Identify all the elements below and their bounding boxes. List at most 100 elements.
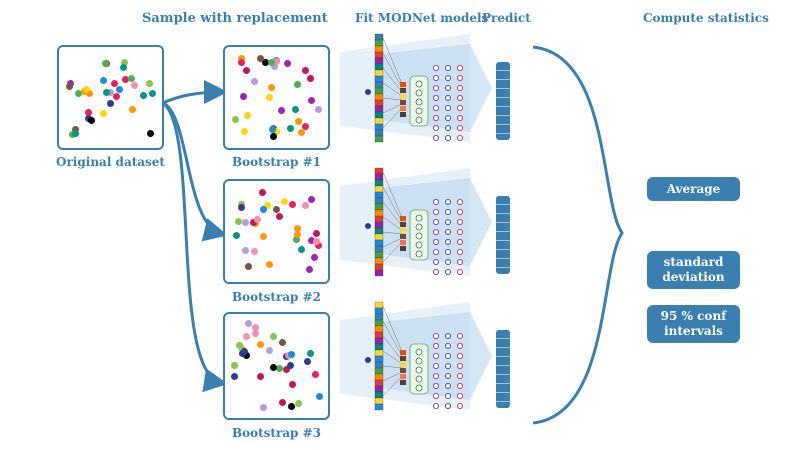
bootstrap-2-point: [233, 231, 241, 239]
bootstrap-1-point: [301, 66, 309, 74]
bootstrap-2-point: [298, 245, 306, 253]
bootstrap-arrows: [161, 80, 228, 393]
original-dataset-point: [112, 93, 120, 101]
prediction-column-2: [496, 196, 510, 274]
bootstrap-2-point: [266, 261, 274, 269]
bootstrap-2-point: [235, 217, 243, 225]
stat-ci-line1: 95 % conf: [660, 309, 727, 323]
bootstrap-1-point: [315, 105, 323, 113]
bootstrap-1-point: [294, 117, 302, 125]
bootstrap-2-point: [260, 206, 268, 214]
bootstrap-1-point: [269, 133, 277, 141]
bootstrap-3-point: [295, 399, 303, 407]
stat-stdev-line1: standard: [663, 255, 724, 269]
bootstrap-1-point: [308, 96, 315, 104]
bootstrap-1-point: [240, 92, 248, 100]
bootstrap-2-point: [288, 200, 296, 208]
bootstrap-3-point: [276, 365, 284, 373]
original-dataset-point: [87, 116, 95, 124]
bootstrap-3-point: [283, 366, 291, 374]
original-dataset-point: [71, 129, 79, 137]
original-dataset-point: [107, 89, 115, 97]
bootstrap-2-point: [250, 248, 258, 256]
bootstrap-2-point: [244, 263, 252, 271]
bootstrap-2-point: [312, 237, 320, 245]
stat-average: Average: [647, 177, 740, 201]
bootstrap-2-point: [312, 229, 320, 237]
original-dataset-point: [83, 85, 91, 93]
bootstrap-2-point: [308, 236, 316, 244]
prediction-column-3: [496, 330, 510, 408]
header-compute: Compute statistics: [643, 11, 769, 25]
bootstrap-1-point: [250, 77, 258, 85]
bootstrap-3-point: [240, 348, 248, 356]
bootstrap-1-point: [242, 66, 250, 74]
bootstrap-2-point: [294, 224, 302, 232]
bootstrap-1-point: [270, 63, 278, 71]
bootstrap-3-point: [311, 371, 319, 379]
header-fit: Fit MODNet models: [355, 11, 489, 25]
curly-brace: [532, 45, 624, 425]
label-bootstrap-1: Bootstrap #1: [231, 155, 322, 169]
original-dataset-point: [128, 106, 136, 114]
bootstrap-1-point: [261, 59, 269, 67]
bootstrap-3-point: [279, 338, 287, 346]
bootstrap-2-point: [259, 189, 267, 197]
bootstrap-2-point: [238, 200, 246, 208]
original-dataset-point: [106, 99, 114, 107]
original-dataset-point: [99, 76, 107, 84]
bootstrap-1-point: [278, 107, 286, 115]
bootstrap-3-point: [257, 372, 265, 380]
bootstrap-2-point: [241, 219, 249, 227]
bootstrap-2-point: [301, 201, 309, 209]
bootstrap-1-point: [297, 128, 305, 136]
header-sample: Sample with replacement: [142, 11, 328, 26]
bootstrap-1-point: [241, 127, 249, 135]
stat-average-label: Average: [666, 181, 721, 196]
stat-confidence-intervals: 95 % conf intervals: [647, 305, 740, 343]
bootstrap-2-point: [311, 253, 319, 261]
bootstrap-1-point: [301, 122, 309, 130]
stat-ci-line2: intervals: [664, 324, 723, 338]
bootstrap-2-point: [249, 219, 257, 227]
original-dataset-point: [140, 92, 148, 100]
bootstrap-2-point: [275, 213, 283, 221]
bootstrap-1-point: [238, 58, 246, 66]
original-dataset-point: [75, 89, 83, 97]
bootstrap-3-point: [243, 332, 251, 340]
bootstrap-2-point: [280, 197, 288, 205]
original-dataset-point: [84, 108, 92, 116]
bootstrap-2-point: [241, 247, 249, 255]
bootstrap-3-point: [287, 402, 295, 410]
original-dataset-point: [148, 89, 156, 97]
prediction-column-1: [496, 62, 510, 140]
original-dataset-point: [122, 76, 130, 84]
bootstrap-1-point: [268, 59, 276, 67]
bootstrap-1-point: [244, 111, 252, 119]
bootstrap-2-point: [294, 230, 302, 238]
original-dataset-point: [65, 82, 73, 90]
modnet-model-3: [340, 301, 492, 411]
bootstrap-3-point: [287, 362, 295, 370]
bootstrap-3-point: [231, 373, 239, 381]
bootstrap-3-point: [279, 398, 287, 406]
bootstrap-2-point: [307, 195, 315, 203]
bootstrap-1-point: [266, 94, 274, 102]
modnet-model-2: [340, 167, 492, 277]
bootstrap-1-point: [287, 125, 295, 133]
bootstrap-2-point: [292, 235, 300, 243]
bootstrap-3-point: [270, 364, 278, 372]
bootstrap-3-point: [251, 330, 259, 338]
stat-stdev-line2: deviation: [662, 270, 725, 284]
original-dataset-point: [147, 129, 155, 137]
label-bootstrap-2: Bootstrap #2: [231, 290, 322, 304]
original-dataset-point: [116, 86, 124, 94]
original-dataset-point: [120, 59, 128, 67]
original-dataset-point: [103, 89, 111, 97]
bootstrap-2-point: [238, 204, 246, 212]
bootstrap-1-point: [272, 58, 280, 66]
bootstrap-3-point: [266, 346, 274, 354]
original-dataset-point: [127, 75, 135, 83]
